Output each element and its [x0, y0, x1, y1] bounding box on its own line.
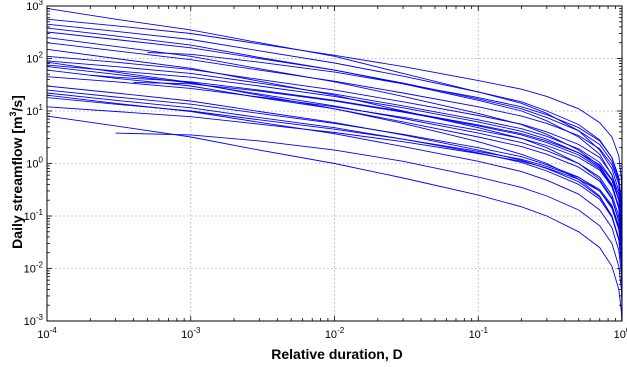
series-line — [115, 132, 622, 312]
series-line — [47, 7, 622, 265]
series-line — [47, 42, 622, 244]
series-line — [47, 115, 622, 321]
x-tick-label: 10-4 — [37, 326, 57, 341]
x-tick-label: 10-3 — [181, 326, 201, 341]
series-line — [47, 76, 622, 260]
y-axis-label: Daily streamflow [m3/s] — [8, 95, 25, 249]
y-tick-label: 100 — [26, 156, 43, 171]
series-line — [47, 66, 622, 269]
series-line — [47, 55, 622, 248]
series-line — [90, 74, 622, 248]
series-line — [47, 92, 622, 290]
y-tick-label: 103 — [26, 0, 43, 13]
series-line — [47, 106, 622, 277]
plot-frame — [46, 5, 623, 322]
series-line — [47, 94, 622, 297]
series-line — [47, 18, 622, 228]
x-tick-label: 100 — [614, 326, 627, 341]
y-tick-label: 10-3 — [24, 313, 44, 328]
series-line — [47, 23, 622, 253]
y-tick-label: 10-1 — [24, 208, 44, 223]
y-axis-label-suffix: /s] — [9, 95, 25, 111]
y-axis-label-main: Daily streamflow [m — [9, 117, 25, 249]
y-tick-label: 101 — [26, 103, 43, 118]
series-line — [47, 89, 622, 281]
x-tick-label: 10-1 — [469, 326, 489, 341]
y-tick-label: 102 — [26, 51, 43, 66]
x-tick-label: 10-2 — [325, 326, 345, 341]
series-lines — [47, 7, 622, 321]
x-tick-labels: 10-4 10-3 10-2 10-1 100 — [37, 326, 627, 341]
y-tick-labels: 10-3 10-2 10-1 100 101 102 103 — [24, 0, 44, 328]
y-tick-label: 10-2 — [24, 261, 44, 276]
series-line — [147, 52, 622, 232]
series-line — [133, 81, 622, 261]
series-line — [47, 31, 622, 253]
series-line — [47, 97, 622, 274]
series-line — [47, 69, 622, 274]
x-axis-label: Relative duration, D — [271, 346, 402, 362]
y-axis-label-superscript: 3 — [8, 112, 18, 117]
series-line — [47, 85, 622, 290]
